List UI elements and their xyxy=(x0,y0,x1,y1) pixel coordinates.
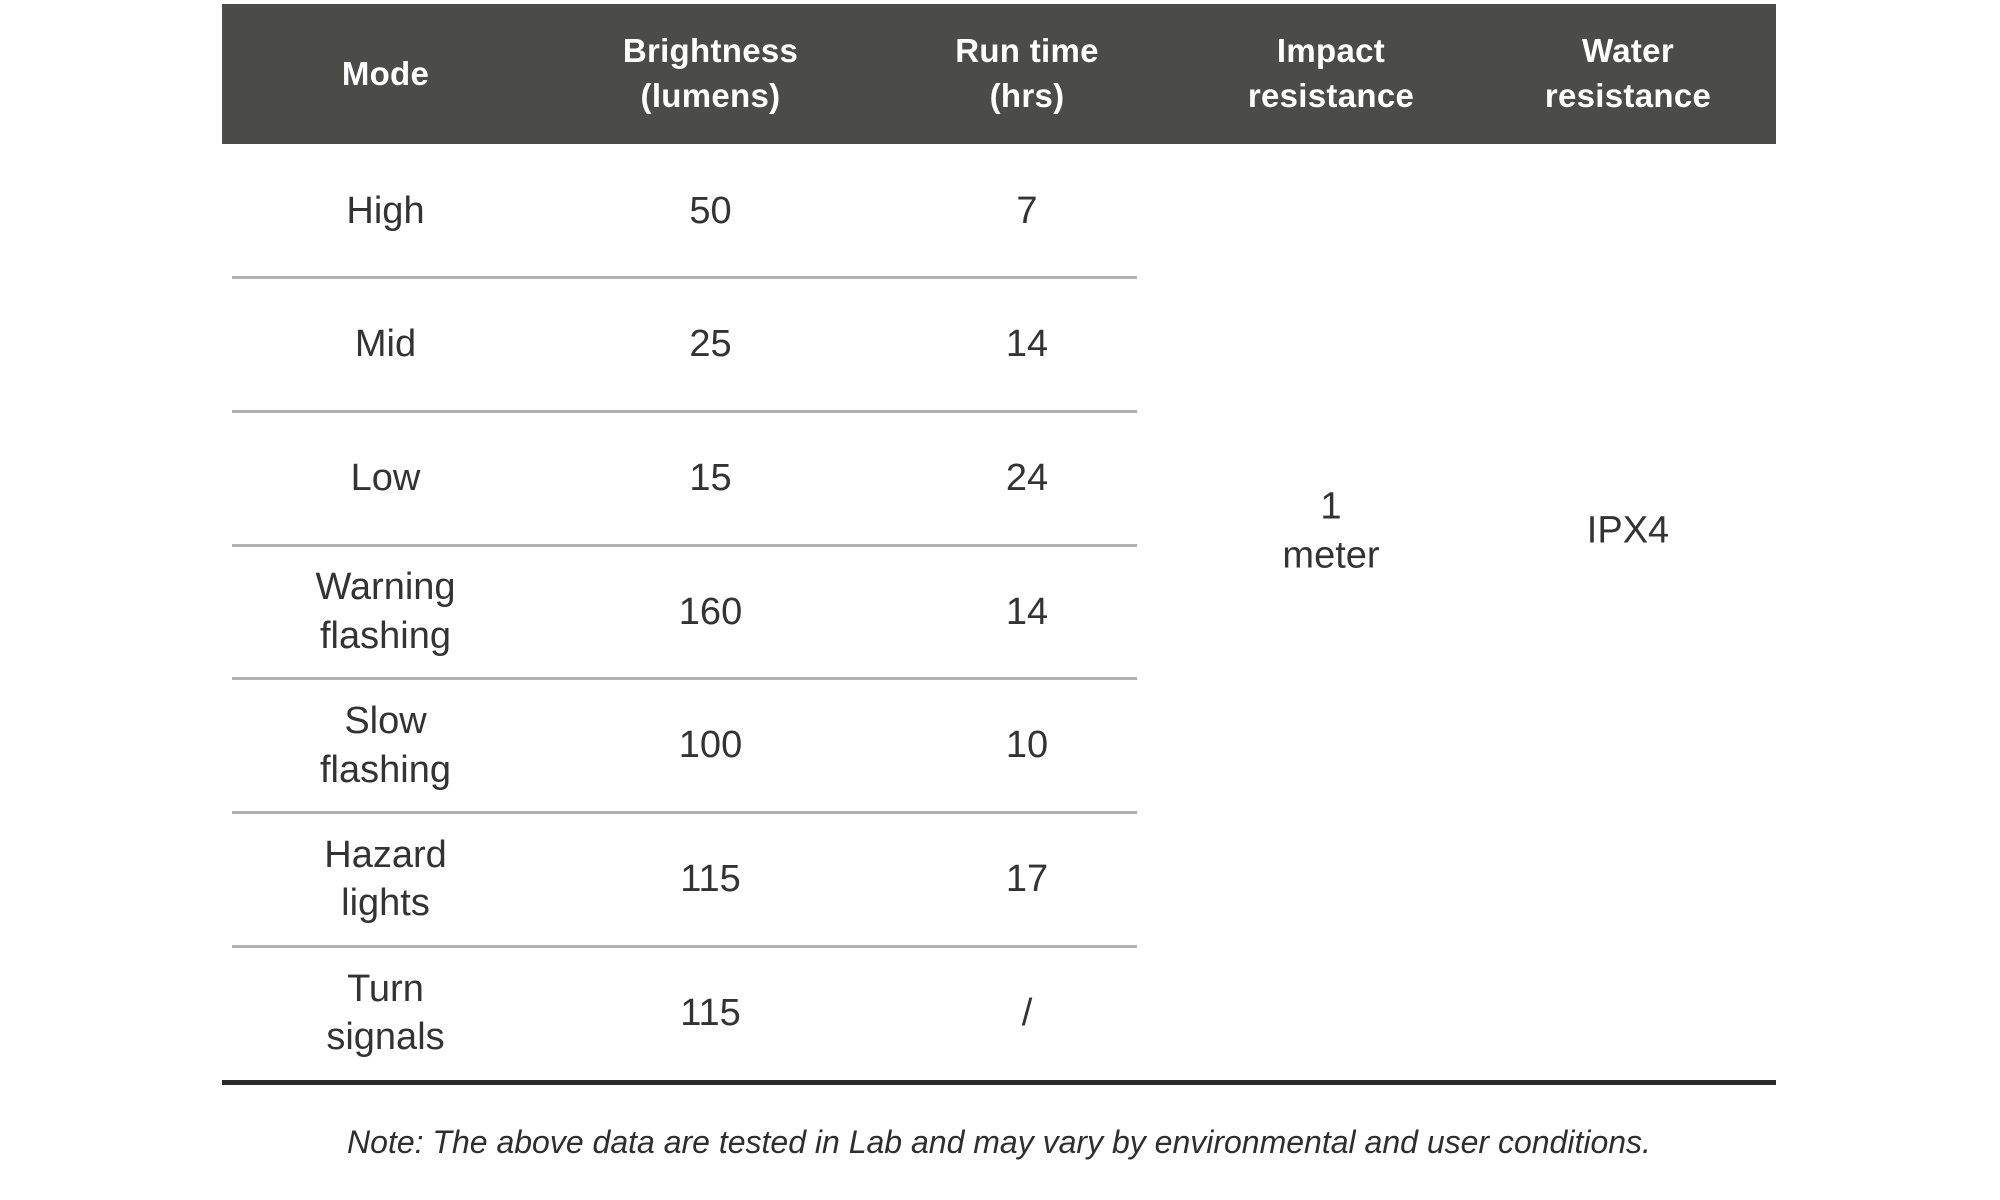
spec-table: Mode Brightness (lumens) Run time (hrs) … xyxy=(222,4,1776,1085)
mode-cell: Hazard lights xyxy=(324,833,447,925)
column-header-mode: Mode xyxy=(341,54,430,92)
water-resistance-value: IPX4 xyxy=(1586,509,1670,552)
row-separator xyxy=(232,544,1137,547)
mode-cell: Warning flashing xyxy=(315,566,456,658)
row-separator xyxy=(232,276,1137,279)
table-row: Hazard lights 115 17 xyxy=(222,813,1776,947)
table-body: High 50 7 Mid 25 14 Low 15 24 Warning fl… xyxy=(222,144,1776,1080)
column-header-brightness: Brightness (lumens) xyxy=(622,32,799,114)
brightness-cell: 160 xyxy=(678,590,743,633)
row-separator xyxy=(232,677,1137,680)
brightness-cell: 115 xyxy=(680,858,741,901)
mode-cell: Slow flashing xyxy=(320,700,451,791)
column-header-water: Water resistance xyxy=(1544,32,1712,114)
brightness-cell: 115 xyxy=(680,991,741,1034)
mode-cell: High xyxy=(346,189,425,232)
mode-cell: Low xyxy=(350,456,421,499)
mode-cell: Mid xyxy=(354,323,417,366)
runtime-cell: / xyxy=(1021,991,1033,1034)
mode-cell: Turn signals xyxy=(326,967,445,1059)
table-row: Mid 25 14 xyxy=(222,278,1776,412)
row-separator xyxy=(232,811,1137,814)
table-row: High 50 7 xyxy=(222,144,1776,278)
table-header-row: Mode Brightness (lumens) Run time (hrs) … xyxy=(222,4,1776,144)
table-row: Low 15 24 xyxy=(222,411,1776,545)
table-row: Warning flashing 160 14 xyxy=(222,545,1776,679)
column-header-impact: Impact resistance xyxy=(1247,32,1415,114)
runtime-cell: 14 xyxy=(1005,323,1049,366)
impact-resistance-value: 1 meter xyxy=(1282,485,1380,576)
runtime-cell: 24 xyxy=(1005,456,1049,499)
runtime-cell: 10 xyxy=(1005,724,1049,767)
table-bottom-rule xyxy=(222,1080,1776,1085)
row-separator xyxy=(232,410,1137,413)
table-row: Slow flashing 100 10 xyxy=(222,679,1776,813)
table-row: Turn signals 115 / xyxy=(222,946,1776,1080)
runtime-cell: 17 xyxy=(1005,858,1049,901)
runtime-cell: 7 xyxy=(1016,189,1038,232)
row-separator xyxy=(232,945,1137,948)
brightness-cell: 25 xyxy=(689,323,732,366)
brightness-cell: 50 xyxy=(689,189,732,232)
brightness-cell: 100 xyxy=(678,724,743,767)
footnote: Note: The above data are tested in Lab a… xyxy=(347,1124,1651,1160)
runtime-cell: 14 xyxy=(1005,590,1049,633)
brightness-cell: 15 xyxy=(689,456,732,499)
column-header-runtime: Run time (hrs) xyxy=(955,32,1099,114)
